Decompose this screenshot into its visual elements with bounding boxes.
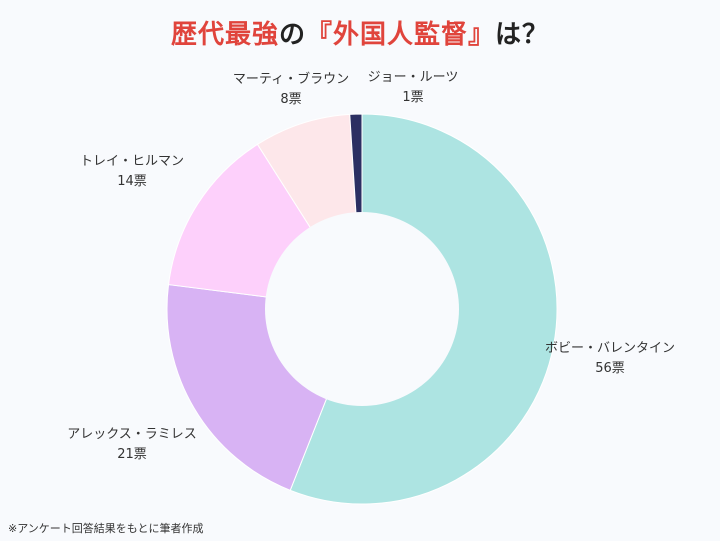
slice-label-5: ジョー・ルーツ (368, 70, 459, 85)
page-title: 歴代最強の『外国人監督』は？ (0, 14, 720, 51)
title-part-4: は？ (495, 20, 550, 50)
footnote: ※アンケート回答結果をもとに筆者作成 (8, 522, 204, 535)
slice-value-2: 21票 (117, 447, 147, 462)
donut-hole (265, 212, 459, 406)
slice-value-1: 56票 (595, 361, 625, 376)
title-part-2: の (278, 20, 306, 50)
slice-value-4: 8票 (280, 92, 301, 107)
slice-label-4: マーティ・ブラウン (233, 71, 349, 87)
slice-label-1: ボビー・バレンタイン (545, 341, 675, 356)
slice-label-3: トレイ・ヒルマン (80, 154, 184, 169)
title-part-3: 『外国人監督』 (306, 20, 496, 50)
title-part-1: 歴代最強 (170, 20, 279, 50)
slice-value-5: 1票 (402, 90, 423, 105)
slice-value-3: 14票 (117, 174, 147, 189)
slice-label-2: アレックス・ラミレス (67, 427, 197, 442)
